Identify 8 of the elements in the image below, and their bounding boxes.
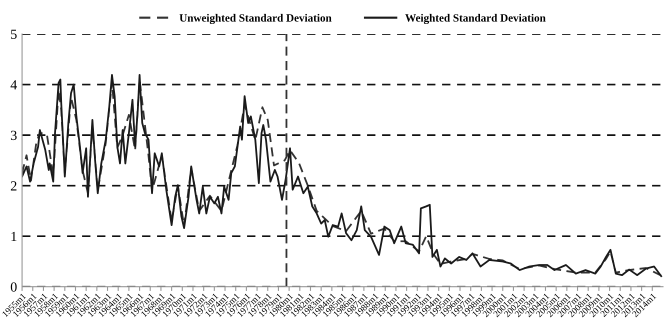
y-tick-label: 2	[10, 181, 16, 190]
y-tick-label: 3	[10, 130, 17, 140]
legend-label: Unweighted Standard Deviation	[180, 14, 332, 24]
y-tick-label: 5	[11, 30, 17, 39]
y-tick-label: 0	[10, 282, 17, 292]
legend-label: Weighted Standard Deviation	[405, 14, 546, 24]
y-tick-label: 1	[11, 232, 16, 242]
y-tick-label: 4	[10, 80, 17, 90]
